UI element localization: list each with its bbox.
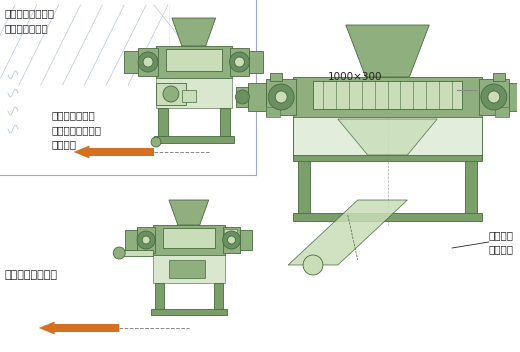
Bar: [138, 48, 158, 76]
Circle shape: [163, 86, 179, 102]
Bar: [219, 108, 229, 138]
Bar: [154, 136, 233, 143]
Bar: [125, 230, 137, 250]
Polygon shape: [346, 25, 429, 77]
Bar: [156, 46, 231, 78]
Bar: [229, 48, 250, 76]
Bar: [158, 108, 168, 138]
Circle shape: [229, 52, 250, 72]
Bar: [182, 90, 196, 102]
Bar: [224, 229, 238, 243]
Bar: [509, 83, 520, 111]
Circle shape: [235, 57, 244, 67]
Bar: [151, 309, 227, 315]
Polygon shape: [172, 18, 216, 46]
Bar: [298, 159, 310, 214]
Bar: [169, 260, 205, 278]
Circle shape: [142, 236, 150, 244]
Circle shape: [303, 255, 323, 275]
Polygon shape: [169, 200, 209, 225]
Text: 別売、粉砕機で
即座に粉砕処理・
微粉空送: 別売、粉砕機で 即座に粉砕処理・ 微粉空送: [51, 110, 102, 150]
Bar: [266, 107, 280, 117]
Circle shape: [113, 247, 125, 259]
Bar: [153, 225, 225, 255]
Text: 1000×300: 1000×300: [328, 72, 382, 82]
Bar: [240, 230, 252, 250]
Bar: [156, 83, 186, 105]
Circle shape: [275, 91, 287, 103]
Bar: [214, 283, 223, 311]
Bar: [223, 227, 240, 253]
Text: このまま空送可能: このまま空送可能: [5, 270, 58, 280]
Bar: [270, 73, 282, 81]
Text: コンベア
取り出し: コンベア 取り出し: [489, 230, 514, 254]
Bar: [293, 155, 482, 161]
Circle shape: [137, 231, 155, 249]
Circle shape: [481, 84, 507, 110]
Bar: [137, 227, 155, 253]
Polygon shape: [338, 119, 437, 155]
Bar: [266, 79, 296, 115]
Bar: [479, 79, 509, 115]
Bar: [293, 213, 482, 221]
Bar: [163, 228, 215, 248]
Text: ・人手による投入
・コンベア投入: ・人手による投入 ・コンベア投入: [5, 8, 55, 33]
Circle shape: [488, 91, 500, 103]
Circle shape: [268, 84, 294, 110]
Circle shape: [236, 90, 250, 104]
Bar: [495, 107, 509, 117]
Bar: [156, 78, 231, 108]
Bar: [155, 283, 164, 311]
Bar: [166, 49, 222, 71]
Bar: [465, 159, 477, 214]
Bar: [250, 51, 263, 73]
Polygon shape: [288, 200, 407, 265]
Circle shape: [151, 137, 161, 147]
Bar: [293, 77, 482, 117]
Bar: [249, 83, 266, 111]
Circle shape: [143, 57, 153, 67]
Bar: [293, 117, 482, 159]
Circle shape: [223, 231, 240, 249]
FancyArrow shape: [73, 145, 154, 158]
Bar: [313, 81, 462, 109]
FancyArrow shape: [39, 321, 119, 334]
Bar: [153, 255, 225, 283]
Bar: [493, 73, 505, 81]
Bar: [237, 87, 249, 107]
Circle shape: [138, 52, 158, 72]
Bar: [119, 250, 153, 256]
Bar: [124, 51, 138, 73]
Circle shape: [228, 236, 236, 244]
